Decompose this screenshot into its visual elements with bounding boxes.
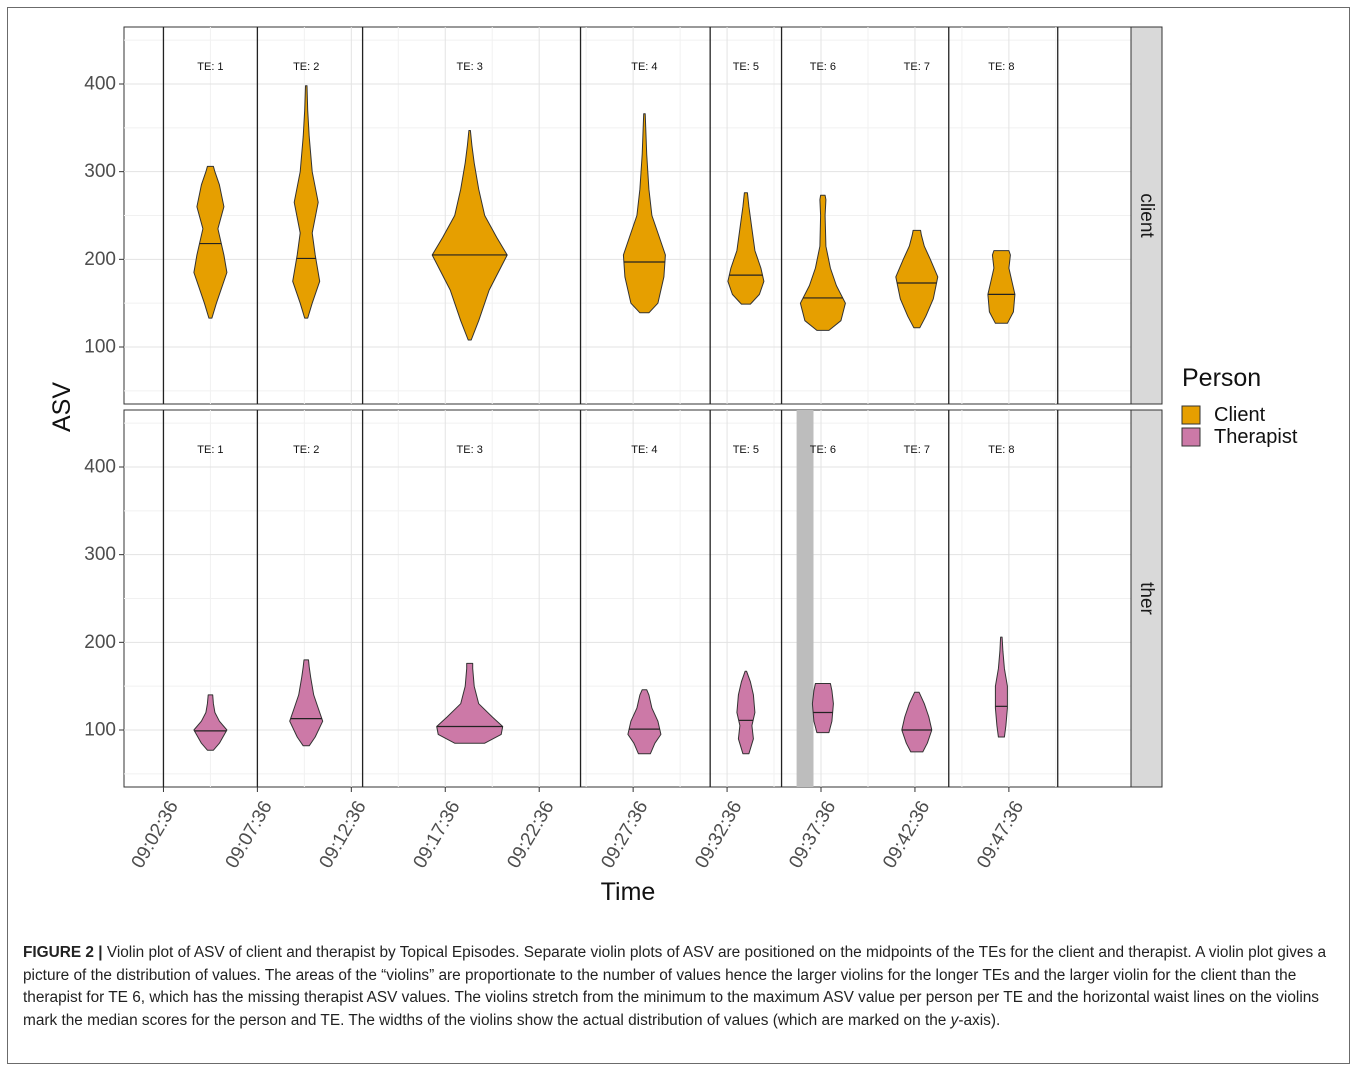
x-tick-label: 09:07:36	[222, 797, 277, 872]
legend-label-client: Client	[1214, 404, 1266, 426]
x-tick-label: 09:22:36	[503, 797, 558, 872]
facet-strip	[1130, 409, 1163, 788]
legend-swatch-therapist	[1181, 427, 1201, 447]
figure-caption: FIGURE 2 | Violin plot of ASV of client …	[23, 942, 1333, 1032]
te-label: TE: 2	[293, 61, 319, 73]
caption-text: Violin plot of ASV of client and therapi…	[23, 944, 1327, 1029]
violin-client-te2	[292, 85, 321, 319]
x-tick-label: 09:37:36	[785, 797, 840, 872]
y-axis-title: ASV	[48, 382, 76, 432]
violin-client-te8	[987, 250, 1016, 324]
te-label: TE: 2	[293, 444, 319, 456]
violin-client-te7	[895, 229, 939, 329]
te-label: TE: 4	[631, 61, 657, 73]
violin-client-te3	[431, 130, 508, 341]
x-tick-label: 09:42:36	[879, 797, 934, 872]
violin-client-te4	[622, 113, 666, 314]
te-label: TE: 5	[733, 61, 759, 73]
te-label: TE: 1	[197, 61, 223, 73]
violin-client-te1	[193, 165, 228, 319]
x-axis-title: Time	[601, 878, 656, 906]
legend-label-therapist: Therapist	[1214, 426, 1298, 448]
caption-axis-letter: y	[950, 1011, 959, 1029]
facet-strip-label: client	[1136, 193, 1157, 238]
violin-ther-te3	[436, 662, 504, 744]
te-label: TE: 8	[988, 444, 1014, 456]
violin-ther-te4	[627, 689, 662, 755]
te-label: TE: 3	[457, 444, 483, 456]
y-tick-label: 300	[84, 544, 116, 565]
te-label: TE: 1	[197, 444, 223, 456]
te-label: TE: 7	[904, 61, 930, 73]
caption-tail: -axis).	[958, 1011, 1001, 1029]
facet-strip	[1130, 26, 1163, 405]
y-tick-label: 400	[84, 73, 116, 94]
y-tick-label: 200	[84, 632, 116, 653]
violin-ther-te1	[193, 694, 228, 751]
te-label: TE: 6	[810, 444, 836, 456]
y-tick-label: 100	[84, 337, 116, 358]
violin-client-te5	[727, 192, 765, 305]
violin-ther-te2	[289, 659, 324, 747]
y-tick-label: 300	[84, 161, 116, 182]
te-label: TE: 7	[904, 444, 930, 456]
violin-ther-te8	[994, 636, 1008, 738]
violin-chart: TE: 1 TE: 2 TE: 3 TE: 4 TE: 5 TE: 6 TE: 7 TE: 8…	[48, 26, 1298, 906]
facet-panel-ther: TE: 1 TE: 2 TE: 3 TE: 4 TE: 5 TE: 6 TE: 7 TE: 8…	[84, 409, 1163, 788]
figure-frame	[7, 7, 1350, 1064]
facet-strip-label: ther	[1136, 582, 1157, 615]
te-label: TE: 8	[988, 61, 1014, 73]
facet-panel-client: TE: 1 TE: 2 TE: 3 TE: 4 TE: 5 TE: 6 TE: 7 TE: 8…	[84, 26, 1163, 405]
x-tick-label: 09:27:36	[597, 797, 652, 872]
missing-data-band	[796, 410, 814, 787]
violin-client-te6	[799, 194, 846, 331]
y-tick-label: 200	[84, 249, 116, 270]
violin-ther-te6	[811, 683, 834, 734]
te-label: TE: 6	[810, 61, 836, 73]
violin-ther-te5	[736, 670, 756, 755]
legend-title: Person	[1182, 364, 1261, 392]
x-tick-label: 09:47:36	[973, 797, 1028, 872]
y-tick-label: 400	[84, 456, 116, 477]
y-tick-label: 100	[84, 720, 116, 741]
legend-swatch-client	[1181, 405, 1201, 425]
te-label: TE: 3	[457, 61, 483, 73]
x-tick-label: 09:32:36	[691, 797, 746, 872]
x-tick-label: 09:17:36	[410, 797, 465, 872]
x-tick-label: 09:12:36	[316, 797, 371, 872]
te-label: TE: 5	[733, 444, 759, 456]
caption-label: FIGURE 2 |	[23, 944, 103, 961]
x-tick-label: 09:02:36	[128, 797, 183, 872]
te-label: TE: 4	[631, 444, 657, 456]
